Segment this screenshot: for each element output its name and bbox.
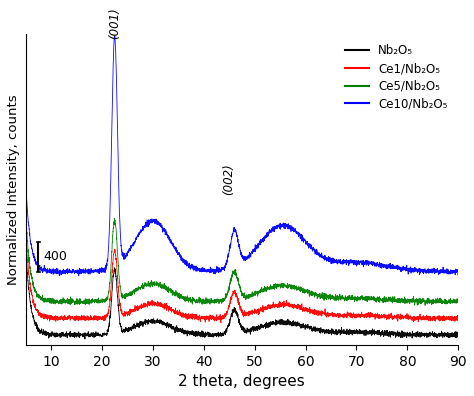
Text: (001): (001) [108, 7, 121, 39]
Legend: Nb₂O₅, Ce1/Nb₂O₅, Ce5/Nb₂O₅, Ce10/Nb₂O₅: Nb₂O₅, Ce1/Nb₂O₅, Ce5/Nb₂O₅, Ce10/Nb₂O₅ [340, 40, 452, 115]
Text: (002): (002) [222, 164, 235, 195]
Y-axis label: Normalized Intensity, counts: Normalized Intensity, counts [7, 94, 20, 285]
X-axis label: 2 theta, degrees: 2 theta, degrees [179, 374, 305, 389]
Text: 400: 400 [43, 250, 67, 263]
